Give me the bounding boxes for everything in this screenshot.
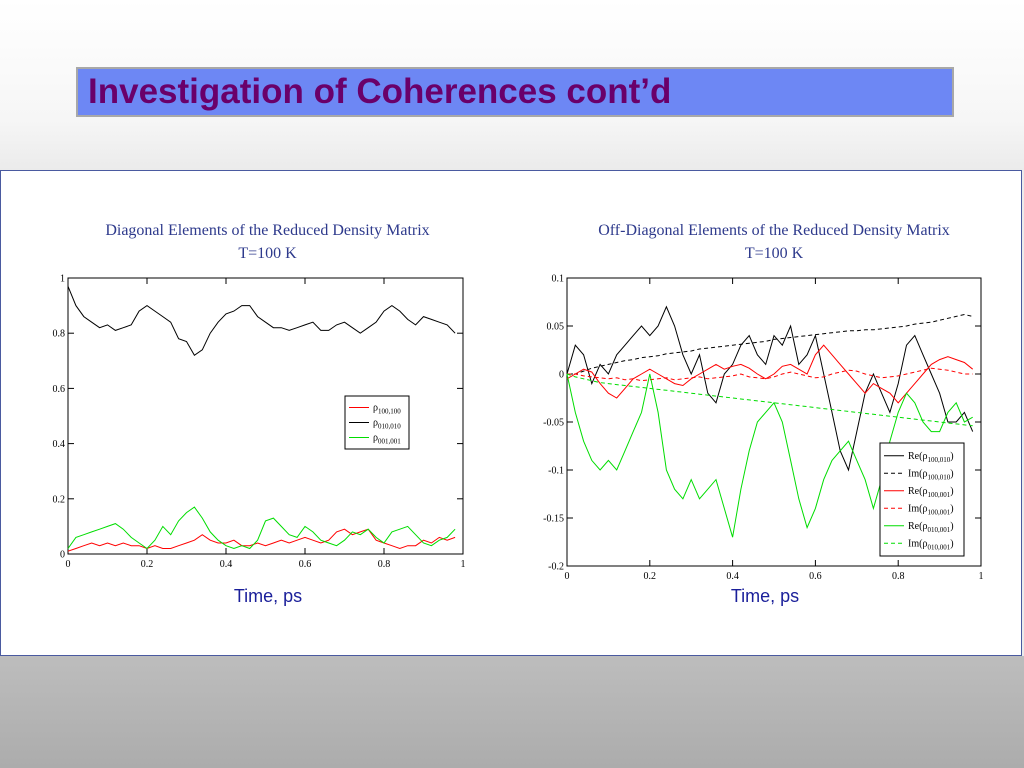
x-tick-label: 0.6 [809,571,822,582]
y-tick-label: 0.8 [53,329,66,340]
series-line-1 [67,286,456,357]
x-tick-label: 0.8 [892,571,905,582]
series-line-2 [566,344,974,404]
x-tick-label: 0 [66,559,71,570]
y-tick-label: -0.15 [543,514,564,525]
chart-1-title-block: Diagonal Elements of the Reduced Density… [50,219,485,265]
series-line-3 [567,367,973,382]
x-tick-label: 0.6 [299,559,312,570]
chart-2-plot: 0 0.2 0.4 0.6 0.8 1 -0.2 -0.15 -0.1 -0.05 0 0.05 0.1… [543,274,984,583]
y-tick-label: 0.6 [53,384,66,395]
legend-label-0: ρ100,100 [373,403,401,416]
legend-label-2: Re(ρ100,001) [908,486,954,499]
y-tick-label: -0.05 [543,418,564,429]
plot-frame [67,277,464,555]
x-tick-label: 0.4 [726,571,739,582]
chart-2-subtitle: T=100 K [744,245,804,262]
y-tick-label: -0.1 [548,466,564,477]
legend: Re(ρ100,010) Im(ρ100,010) Re(ρ100,001) Im(ρ… [879,442,965,557]
chart-1-title: Diagonal Elements of the Reduced Density… [105,222,430,239]
series-line-2 [67,506,456,550]
x-tick-label: 0.8 [378,559,391,570]
slide-title: Investigation of Coherences cont’d [88,72,672,111]
chart-1-plot: 0 0.2 0.4 0.6 0.8 1 0 0.2 0.4 0.6 0.8 1 ρ100,100 ρ010… [53,274,466,571]
legend-label-1: Im(ρ100,010) [908,468,954,481]
chart-2-x-axis-label: Time, ps [730,586,800,606]
y-tick-label: -0.2 [548,562,564,573]
legend-label-1: ρ010,010 [373,418,401,431]
x-tick-label: 0.4 [220,559,233,570]
series-line-0 [67,528,456,552]
y-tick-label: 0.1 [552,274,565,285]
series-line-0 [566,305,974,472]
chart-2-title-block: Off-Diagonal Elements of the Reduced Den… [548,219,1000,265]
series-line-5 [566,373,973,427]
y-tick-label: 0 [559,370,564,381]
series-line-4 [566,373,973,538]
y-tick-label: 0 [60,550,65,561]
legend-label-3: Im(ρ100,001) [908,503,954,516]
chart-2-title: Off-Diagonal Elements of the Reduced Den… [598,222,950,239]
x-tick-label: 0.2 [141,559,154,570]
x-tick-label: 0.2 [644,571,657,582]
y-tick-label: 0.2 [53,494,66,505]
x-tick-label: 1 [461,559,466,570]
x-tick-label: 0 [565,571,570,582]
chart-1-x-axis-label: Time, ps [233,586,303,606]
y-tick-label: 1 [60,274,65,285]
legend-box [879,442,965,557]
x-tick-label: 1 [979,571,984,582]
legend: ρ100,100 ρ010,010 ρ001,001 [344,395,410,450]
title-banner: Investigation of Coherences cont’d [76,67,954,117]
content-panel [0,170,1022,656]
y-tick-label: 0.05 [547,322,565,333]
legend-label-4: Re(ρ010,001) [908,521,954,534]
legend-label-5: Im(ρ010,001) [908,538,954,551]
y-tick-label: 0.4 [53,439,66,450]
legend-label-2: ρ001,001 [373,433,401,446]
legend-label-0: Re(ρ100,010) [908,451,954,464]
footer-band [0,656,1024,768]
series-line-1 [567,313,973,375]
chart-1-subtitle: T=100 K [238,245,297,262]
